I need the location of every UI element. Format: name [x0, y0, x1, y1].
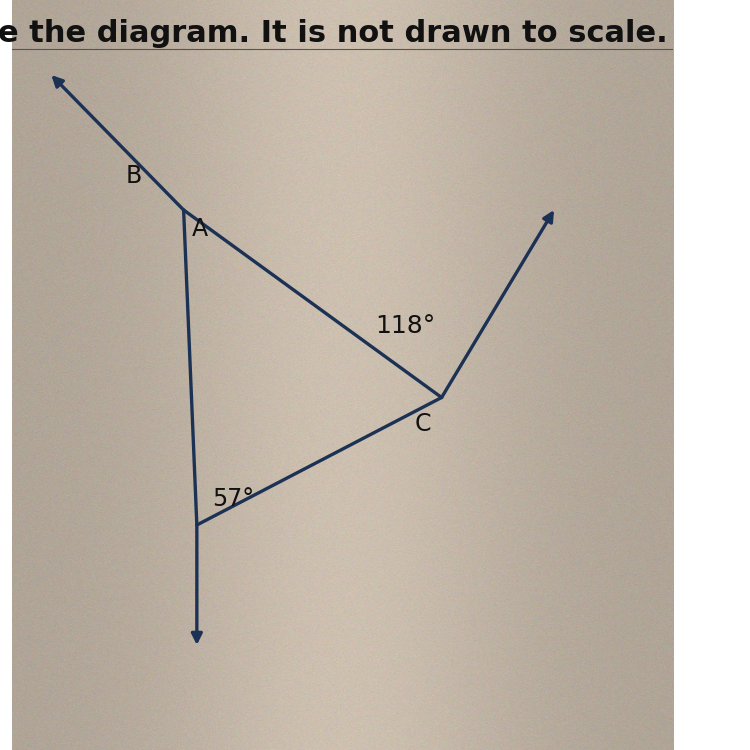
Text: B: B [126, 164, 142, 188]
Text: 57°: 57° [212, 487, 254, 511]
Text: 118°: 118° [375, 314, 435, 338]
Text: A: A [192, 217, 208, 241]
Text: C: C [415, 412, 431, 436]
Text: e the diagram. It is not drawn to scale.: e the diagram. It is not drawn to scale. [0, 19, 668, 48]
